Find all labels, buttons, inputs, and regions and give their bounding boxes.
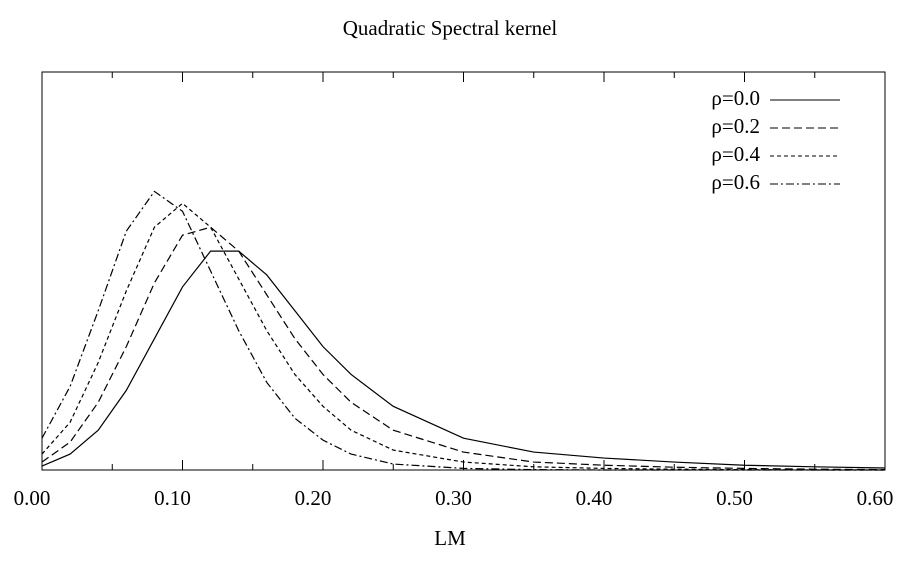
series-line: [41, 250, 886, 469]
legend-label: ρ=0.0: [711, 86, 760, 110]
series-line: [41, 202, 885, 471]
chart-title: Quadratic Spectral kernel: [343, 16, 558, 40]
x-tick-label: 0.10: [154, 486, 191, 510]
x-tick-label: 0.30: [435, 486, 472, 510]
x-tick-label: 0.00: [14, 486, 51, 510]
x-tick-label: 0.20: [295, 486, 332, 510]
x-tick-label: 0.60: [857, 486, 894, 510]
legend-label: ρ=0.6: [711, 170, 760, 194]
legend-label: ρ=0.2: [711, 114, 760, 138]
x-tick-label: 0.50: [716, 486, 753, 510]
x-axis-label: LM: [434, 526, 466, 550]
series-line: [41, 226, 886, 471]
legend-label: ρ=0.4: [711, 142, 760, 166]
series-line: [41, 190, 885, 471]
x-tick-label: 0.40: [576, 486, 613, 510]
